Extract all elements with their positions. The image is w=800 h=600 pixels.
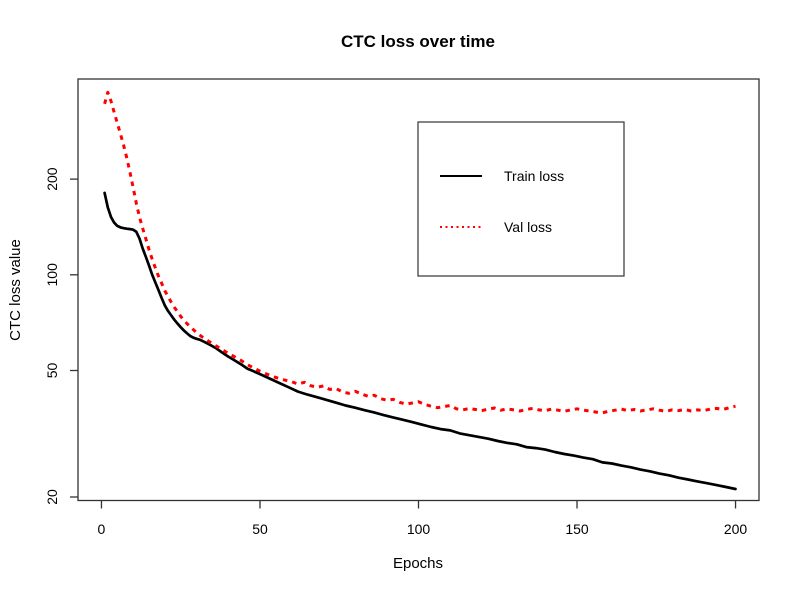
series-line-train <box>103 191 737 491</box>
legend-box <box>417 121 625 277</box>
legend-train-label: Train loss <box>504 168 564 184</box>
chart-title: CTC loss over time <box>341 32 495 51</box>
x-tick-label: 200 <box>724 521 748 537</box>
series-lines <box>103 90 737 491</box>
legend: Train loss Val loss <box>417 121 625 277</box>
x-tick-label: 0 <box>98 521 106 537</box>
x-axis-ticks: 0 50 100 150 200 <box>98 500 748 537</box>
y-tick-label: 50 <box>44 363 60 379</box>
y-tick-label: 200 <box>44 167 60 191</box>
x-tick-label: 100 <box>407 521 431 537</box>
legend-val-label: Val loss <box>504 219 552 235</box>
series-line-val <box>103 90 736 415</box>
y-axis-ticks: 20 50 100 200 <box>44 167 78 505</box>
y-axis-label: CTC loss value <box>7 239 24 341</box>
y-tick-label: 100 <box>44 263 60 287</box>
y-tick-label: 20 <box>44 489 60 505</box>
x-tick-label: 150 <box>565 521 589 537</box>
x-tick-label: 50 <box>252 521 268 537</box>
x-axis-label: Epochs <box>393 555 443 572</box>
